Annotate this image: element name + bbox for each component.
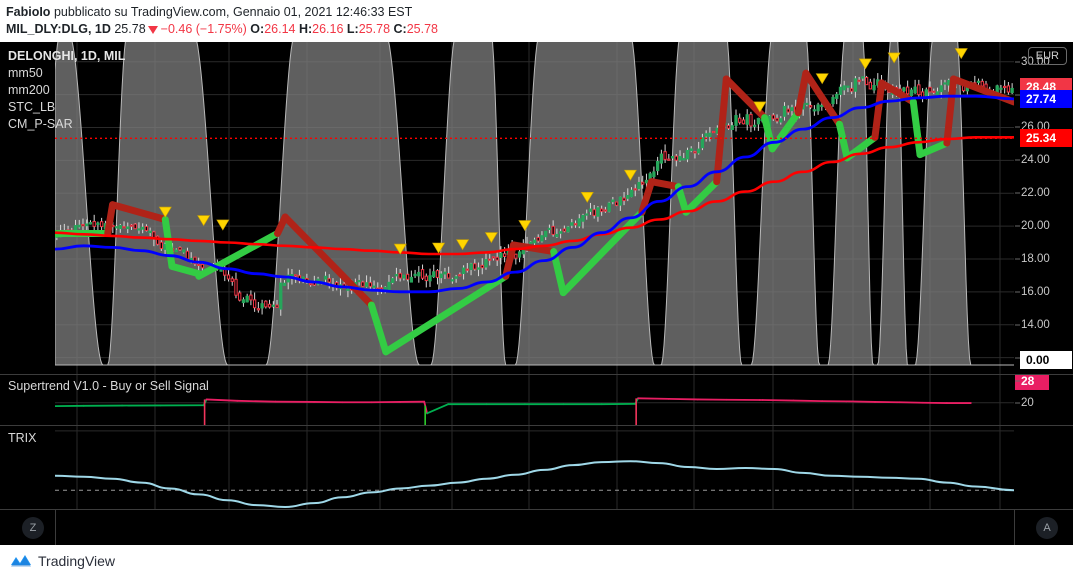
price-tick-mark — [1015, 61, 1020, 63]
mm50-price-tag[interactable]: 27.74 — [1020, 89, 1072, 108]
price-tick-label: 18.00 — [1021, 252, 1050, 265]
low-label: L: — [346, 22, 359, 36]
supertrend-tick-label: 20 — [1021, 396, 1034, 409]
down-triangle-icon — [147, 26, 158, 34]
price-tick-mark — [1015, 258, 1020, 260]
price-axis[interactable]: 30.0028.0026.0024.0022.0020.0018.0016.00… — [1015, 42, 1073, 374]
trix-pane[interactable]: TRIX — [0, 426, 1073, 509]
publish-text: pubblicato su TradingView.com, Gennaio 0… — [53, 5, 413, 19]
author-name: FabioIo — [6, 5, 51, 19]
time-axis[interactable]: Z A — [0, 509, 1073, 545]
symbol-label: MIL_DLY:DLG, 1D — [6, 22, 111, 36]
pane-separator-2[interactable] — [0, 425, 1073, 426]
close-label: C: — [393, 22, 407, 36]
reset-zoom-button[interactable]: Z — [22, 517, 44, 539]
price-tick-label: 20.00 — [1021, 220, 1050, 233]
publish-line: FabioIo pubblicato su TradingView.com, G… — [6, 4, 1073, 21]
open-value: 26.14 — [264, 22, 296, 36]
price-tick-mark — [1015, 126, 1020, 128]
last-price: 25.78 — [114, 22, 146, 36]
supertrend-value-tick — [1015, 380, 1020, 382]
price-tick-mark — [1015, 94, 1020, 96]
trix-legend: TRIX — [8, 430, 36, 447]
open-label: O: — [250, 22, 265, 36]
supertrend-tick-mark — [1015, 402, 1020, 404]
pane-separator-1[interactable] — [0, 374, 1073, 375]
footer: TradingView — [0, 545, 1073, 577]
trix-plot[interactable] — [55, 426, 1014, 509]
currency-badge[interactable]: EUR — [1027, 47, 1067, 65]
supertrend-pane[interactable]: Supertrend V1.0 - Buy or Sell Signal 20 2… — [0, 375, 1073, 425]
price-tick-mark — [1015, 225, 1020, 227]
low-value: 25.78 — [358, 22, 391, 36]
supertrend-axis[interactable]: 20 28 — [1015, 375, 1073, 425]
price-tick-label: 24.00 — [1021, 154, 1050, 167]
price-tick-mark — [1015, 357, 1020, 359]
price-change: −0.46 (−1.75%) — [160, 22, 247, 36]
time-axis-left-separator — [55, 510, 56, 545]
price-tick-mark — [1015, 159, 1020, 161]
price-tick-mark — [1015, 192, 1020, 194]
chart-canvas[interactable]: DELONGHI, 1D, MIL mm50 mm200 STC_LB CM_P… — [0, 42, 1073, 545]
tradingview-logo-icon — [11, 555, 31, 567]
price-pane[interactable]: DELONGHI, 1D, MIL mm50 mm200 STC_LB CM_P… — [0, 42, 1073, 374]
high-label: H: — [298, 22, 313, 36]
price-tick-mark — [1015, 324, 1020, 326]
price-plot[interactable] — [55, 42, 1014, 374]
time-axis-right-separator — [1014, 510, 1015, 545]
tradingview-brand: TradingView — [38, 553, 116, 569]
price-tick-mark — [1015, 291, 1020, 293]
trix-axis[interactable] — [1015, 426, 1073, 509]
close-value: 25.78 — [406, 22, 438, 36]
supertrend-value-tag[interactable]: 28 — [1015, 375, 1049, 390]
high-value: 26.16 — [312, 22, 344, 36]
last-price-tag[interactable]: 25.34 — [1020, 129, 1072, 148]
price-tick-label: 16.00 — [1021, 285, 1050, 298]
auto-scale-button[interactable]: A — [1036, 517, 1058, 539]
supertrend-plot[interactable] — [55, 375, 1014, 425]
symbol-quote-line: MIL_DLY:DLG, 1D 25.78 −0.46 (−1.75%) O:26… — [6, 21, 1073, 38]
chart-header: FabioIo pubblicato su TradingView.com, G… — [0, 0, 1073, 42]
price-tick-label: 14.00 — [1021, 318, 1050, 331]
stc-lb-price-tag[interactable]: 0.00 — [1020, 351, 1072, 369]
price-tick-label: 22.00 — [1021, 187, 1050, 200]
trix-title: TRIX — [8, 431, 37, 445]
